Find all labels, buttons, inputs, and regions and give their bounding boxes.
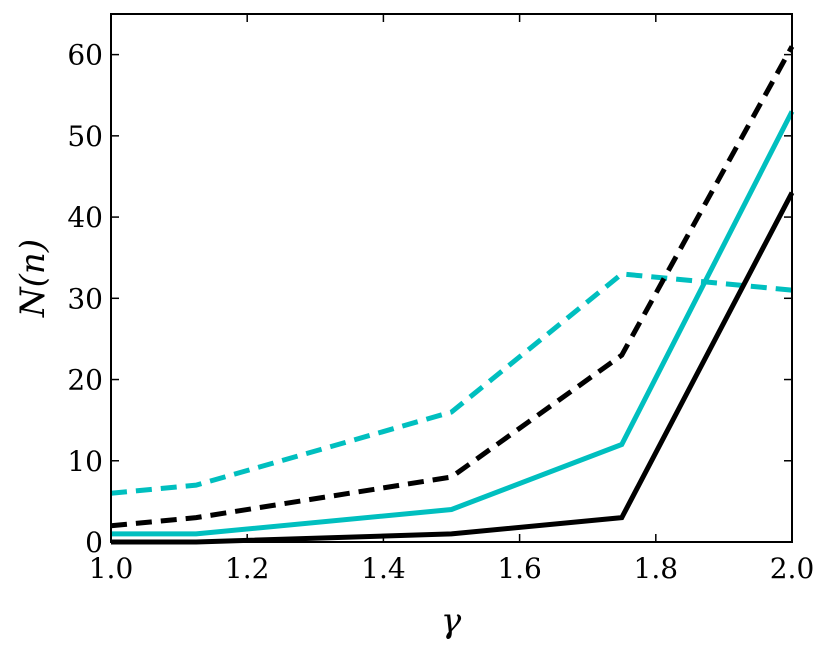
y-tick-label: 20: [67, 364, 103, 397]
x-tick-label: 1.0: [89, 552, 134, 585]
series-line-1: [110, 271, 793, 496]
x-tick-label: 1.2: [225, 552, 270, 585]
y-tick-label: 50: [67, 120, 103, 153]
x-tick-label: 1.4: [361, 552, 406, 585]
series-line-4: [111, 191, 795, 545]
x-axis-label: γ: [441, 601, 462, 641]
x-tick-label: 2.0: [770, 552, 815, 585]
plot-frame: [110, 13, 793, 543]
series-line-3: [111, 110, 795, 537]
y-tick-label: 30: [67, 282, 103, 315]
x-tick-label: 1.6: [497, 552, 542, 585]
tick-layer: 1.0 1.2 1.4 1.6 1.8 2.0 0 10 20 30 40 50 60: [67, 14, 814, 585]
y-tick-label: 0: [85, 526, 103, 559]
x-tick-label: 1.8: [634, 552, 679, 585]
series-layer: [110, 45, 795, 545]
y-tick-label: 10: [67, 445, 103, 478]
y-tick-label: 60: [67, 39, 103, 72]
y-axis-label: N(n): [13, 239, 53, 318]
series-line-2: [110, 45, 795, 529]
y-tick-label: 40: [67, 201, 103, 234]
